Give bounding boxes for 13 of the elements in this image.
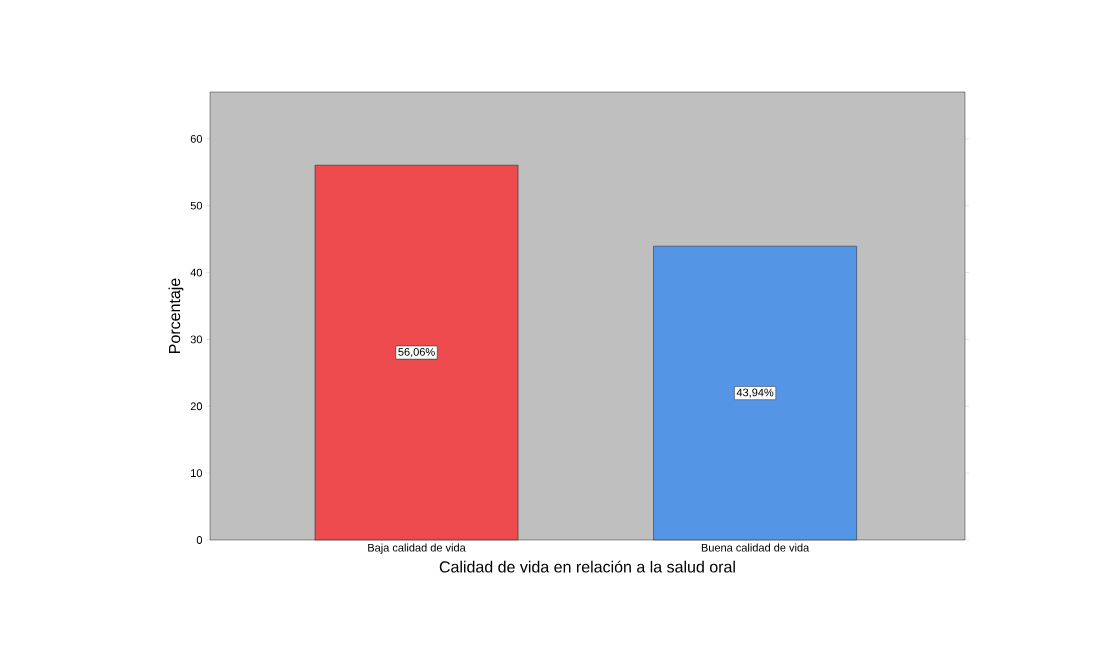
y-tick-label: 30 (190, 335, 203, 344)
y-tick-label: 60 (190, 134, 203, 143)
x-tick-label: Baja calidad de vida (368, 543, 466, 554)
x-tick-label: Buena calidad de vida (701, 543, 810, 552)
y-tick-label: 10 (191, 469, 203, 478)
data-label: 43,94% (736, 388, 774, 398)
y-tick-label: 0 (196, 536, 203, 544)
data-label: 56,06% (398, 348, 435, 358)
y-axis-title: Porcentaje (168, 278, 184, 353)
x-axis-title: Calidad de vida en relación a la salud oral (439, 560, 735, 573)
y-tick-label: 40 (190, 268, 203, 277)
y-tick-label: 50 (190, 201, 203, 210)
y-tick-label: 20 (190, 402, 203, 411)
